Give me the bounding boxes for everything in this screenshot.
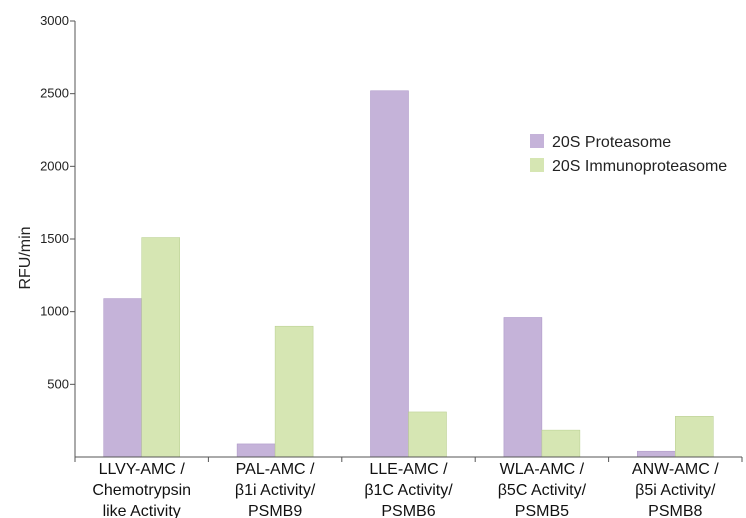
bar-immunoproteasome-3 <box>541 429 581 458</box>
bar-proteasome-0 <box>103 298 142 458</box>
bar-immunoproteasome-2 <box>408 411 447 458</box>
x-category-label: WLA-AMC / <box>500 461 585 478</box>
legend-label: 20S Immunoproteasome <box>552 158 727 175</box>
legend-swatch <box>530 158 544 172</box>
y-tick-label: 500 <box>47 376 69 391</box>
y-tick-label: 3000 <box>40 13 69 28</box>
x-category-label: ANW-AMC / <box>632 461 719 478</box>
x-category-label: like Activity <box>103 503 181 518</box>
y-tick-label: 1500 <box>40 231 69 246</box>
y-axis-label: RFU/min <box>17 226 34 289</box>
x-axis: LLVY-AMC / Chemotrypsin like Activity PAL-A… <box>74 456 743 518</box>
x-category-label: PSMB5 <box>515 503 569 518</box>
legend-label: 20S Proteasome <box>552 134 671 151</box>
x-category-label: PAL-AMC / <box>236 461 315 478</box>
x-category-label: PSMB8 <box>648 503 702 518</box>
x-category-label: β5i Activity/ <box>635 482 716 499</box>
x-category-label: LLE-AMC / <box>369 461 448 478</box>
bar-proteasome-1 <box>236 443 276 458</box>
x-category-label: PSMB6 <box>381 503 435 518</box>
y-tick-label: 2000 <box>40 158 69 173</box>
bar-proteasome-2 <box>370 90 409 458</box>
bar-immunoproteasome-4 <box>675 416 714 458</box>
legend-swatch <box>530 134 544 148</box>
x-category-label: β5C Activity/ <box>498 482 587 499</box>
x-category-label: Chemotrypsin <box>92 482 191 499</box>
y-tick-label: 2500 <box>40 86 69 101</box>
x-category-label: PSMB9 <box>248 503 302 518</box>
x-category-label: LLVY-AMC / <box>99 461 186 478</box>
bar-proteasome-4 <box>637 450 676 458</box>
y-axis: 500 1000 1500 2000 2500 3000 <box>40 13 76 457</box>
legend: 20S Proteasome 20S Immunoproteasome <box>530 134 727 175</box>
y-tick-label: 1000 <box>40 304 69 319</box>
bar-proteasome-3 <box>503 317 543 458</box>
bar-immunoproteasome-1 <box>274 325 314 458</box>
bar-immunoproteasome-0 <box>141 237 180 458</box>
x-category-label: β1C Activity/ <box>364 482 453 499</box>
x-category-label: β1i Activity/ <box>235 482 316 499</box>
